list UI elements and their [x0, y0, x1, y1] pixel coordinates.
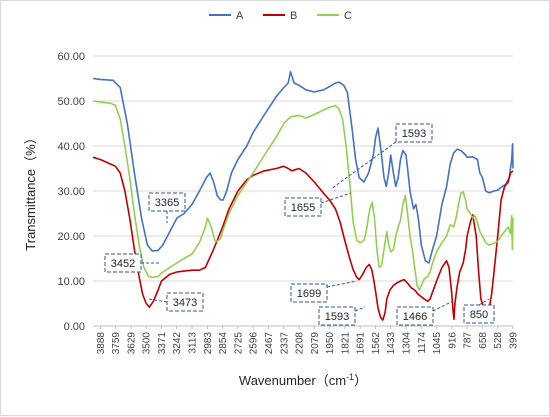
- y-tick-label: 60.00: [57, 51, 85, 63]
- series-line-a: [92, 71, 514, 264]
- y-tick-label: 20.00: [57, 231, 85, 243]
- x-tick-label: 787: [463, 332, 474, 349]
- x-tick-label: 1691: [356, 332, 367, 355]
- x-tick-label: 1562: [371, 332, 382, 355]
- x-tick-label: 3371: [157, 332, 168, 355]
- annotation-box: [318, 306, 356, 326]
- annotation-leader: [354, 306, 366, 312]
- annotation-leader: [148, 298, 168, 303]
- annotation-box: [284, 197, 322, 217]
- annotation-box: [290, 283, 328, 303]
- x-axis-title-close: ）: [354, 373, 367, 388]
- series-line-c: [92, 100, 514, 291]
- x-axis-title-superscript: -1: [346, 372, 354, 382]
- x-tick-label: 3242: [172, 332, 183, 355]
- x-tick-label: 2725: [233, 332, 244, 355]
- x-tick-label: 2983: [203, 332, 214, 355]
- annotation-box: [463, 304, 495, 324]
- x-tick-label: 1433: [386, 332, 397, 355]
- annotation-box: [148, 192, 186, 212]
- y-tick-label: 10.00: [57, 276, 85, 288]
- annotation-label: 3452: [111, 258, 135, 270]
- x-tick-label: 3500: [142, 332, 153, 355]
- legend-label-c: C: [344, 10, 352, 22]
- x-tick-label: 3113: [187, 332, 198, 354]
- annotation-label: 3473: [173, 297, 197, 309]
- legend-label-a: A: [236, 10, 244, 22]
- x-tick-label: 916: [447, 332, 458, 349]
- annotation-leader: [326, 280, 358, 288]
- x-tick-label: 399: [509, 332, 520, 349]
- annotation-label: 1593: [325, 311, 349, 323]
- x-tick-label: 2079: [310, 332, 321, 355]
- x-tick-label: 1174: [417, 332, 428, 354]
- annotation-box: [166, 292, 204, 312]
- x-tick-label: 2854: [218, 332, 229, 355]
- series-line-b: [92, 156, 514, 321]
- annotation-box: [104, 253, 142, 273]
- x-tick-label: 2337: [279, 332, 290, 355]
- annotation-label: 1655: [291, 202, 315, 214]
- annotation-box: [395, 123, 433, 143]
- annotation-leader: [478, 298, 490, 306]
- y-tick-label: 50.00: [57, 96, 85, 108]
- annotation-label: 1593: [402, 128, 426, 140]
- annotation-label: 850: [470, 309, 488, 321]
- x-tick-label: 528: [493, 332, 504, 349]
- y-tick-label: 0.00: [64, 321, 85, 333]
- x-tick-label: 3759: [111, 332, 122, 355]
- x-axis-title-main: Wavenumber（cm: [239, 373, 346, 388]
- x-tick-label: 2208: [295, 332, 306, 355]
- annotation-leader: [432, 300, 454, 312]
- annotation-box: [396, 306, 434, 326]
- y-tick-label: 40.00: [57, 141, 85, 153]
- x-tick-label: 1045: [432, 332, 443, 355]
- y-axis-title: Transmittance（%）: [23, 131, 38, 250]
- x-axis-title: Wavenumber（cm-1）: [239, 372, 367, 388]
- y-tick-label: 30.00: [57, 186, 85, 198]
- x-tick-label: 658: [478, 332, 489, 349]
- x-tick-label: 3888: [96, 332, 107, 355]
- x-tick-label: 2596: [249, 332, 260, 355]
- legend-label-b: B: [290, 10, 297, 22]
- x-tick-label: 2467: [264, 332, 275, 355]
- x-tick-label: 1304: [401, 332, 412, 355]
- annotation-leader: [330, 141, 397, 190]
- x-tick-label: 3629: [126, 332, 137, 355]
- annotation-label: 1699: [297, 288, 321, 300]
- annotation-label: 3365: [155, 197, 179, 209]
- annotation-leader: [320, 192, 352, 204]
- x-tick-label: 1821: [340, 332, 351, 355]
- x-tick-label: 1950: [325, 332, 336, 355]
- annotation-label: 1466: [403, 311, 427, 323]
